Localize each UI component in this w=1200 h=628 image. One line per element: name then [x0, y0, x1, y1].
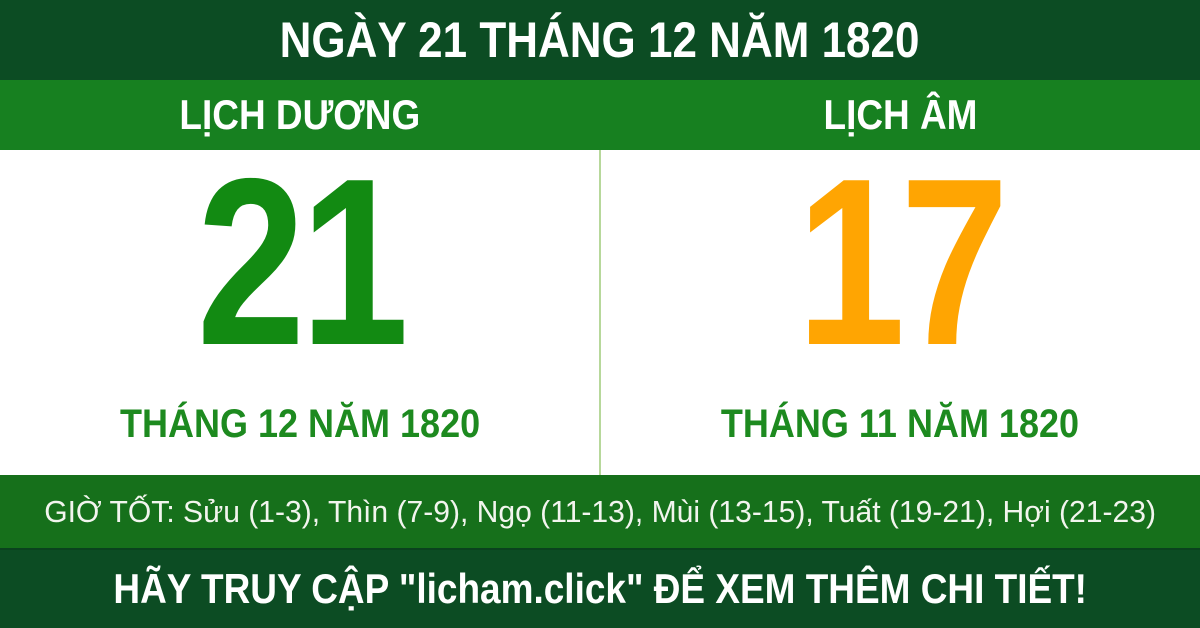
solar-panel: 21 THÁNG 12 NĂM 1820 [0, 130, 600, 475]
footer-call-to-action: HÃY TRUY CẬP "licham.click" ĐỂ XEM THÊM … [113, 565, 1087, 612]
lunar-panel: 17 THÁNG 11 NĂM 1820 [600, 130, 1200, 475]
solar-calendar-label: LỊCH DƯƠNG [179, 91, 421, 138]
solar-header-cell: LỊCH DƯƠNG [0, 80, 600, 150]
column-divider [599, 150, 601, 475]
lunar-day-number: 17 [796, 130, 1008, 395]
date-header-band: NGÀY 21 THÁNG 12 NĂM 1820 [0, 0, 1200, 80]
lunar-header-cell: LỊCH ÂM [600, 80, 1200, 150]
lunar-month-year-label: THÁNG 11 NĂM 1820 [720, 402, 1080, 446]
footer-band: HÃY TRUY CẬP "licham.click" ĐỂ XEM THÊM … [0, 548, 1200, 628]
date-title: NGÀY 21 THÁNG 12 NĂM 1820 [280, 12, 920, 68]
lunar-calendar-label: LỊCH ÂM [822, 91, 977, 138]
good-hours-text: GIỜ TỐT: Sửu (1-3), Thìn (7-9), Ngọ (11-… [44, 493, 1156, 529]
good-hours-band: GIỜ TỐT: Sửu (1-3), Thìn (7-9), Ngọ (11-… [0, 475, 1200, 548]
solar-month-year-label: THÁNG 12 NĂM 1820 [119, 402, 481, 446]
calendar-type-header-band: LỊCH DƯƠNG LỊCH ÂM [0, 80, 1200, 150]
calendar-body: 21 THÁNG 12 NĂM 1820 17 THÁNG 11 NĂM 182… [0, 130, 1200, 475]
solar-day-number: 21 [196, 130, 408, 395]
